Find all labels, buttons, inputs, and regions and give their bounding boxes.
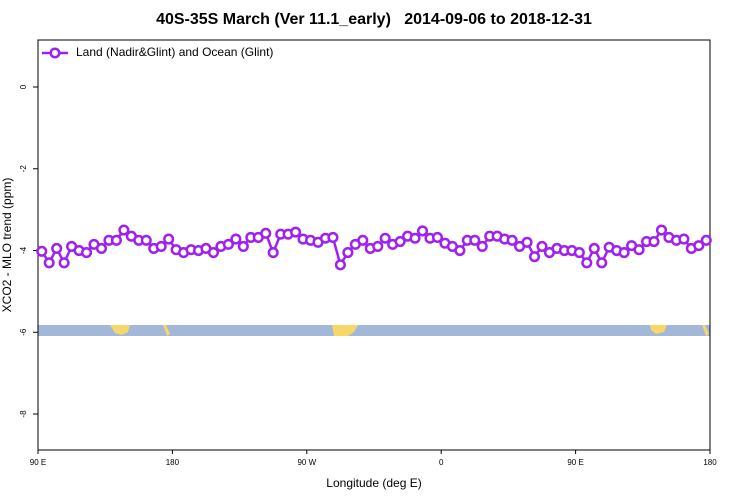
point-marker <box>118 224 130 236</box>
point-marker <box>416 225 429 237</box>
point-marker <box>678 233 690 245</box>
land-patch <box>702 325 709 336</box>
x-tick-label: 90 W <box>297 458 316 467</box>
point-marker <box>655 224 668 236</box>
x-tick-label: 90 E <box>567 458 583 467</box>
y-tick-label: -2 <box>19 165 28 173</box>
point-marker <box>36 245 48 257</box>
point-marker <box>342 247 354 259</box>
point-marker <box>95 242 108 255</box>
x-tick-label: 90 E <box>30 458 46 467</box>
point-marker <box>528 251 541 263</box>
point-marker <box>260 227 272 239</box>
y-axis-label: XCO2 - MLO trend (ppm) <box>0 178 14 313</box>
point-marker <box>140 234 152 246</box>
point-marker <box>618 247 630 259</box>
ocean-band <box>38 325 710 336</box>
point-marker <box>110 234 122 246</box>
point-marker <box>207 247 220 259</box>
point-marker <box>633 244 645 256</box>
x-tick-label: 180 <box>166 458 180 467</box>
point-marker <box>357 234 369 246</box>
point-marker <box>51 242 63 255</box>
point-marker <box>327 231 339 243</box>
point-marker <box>431 231 444 243</box>
point-marker <box>372 240 384 252</box>
legend-marker <box>49 47 61 59</box>
point-marker <box>290 226 302 238</box>
legend-label: Land (Nadir&Glint) and Ocean (Glint) <box>76 45 273 59</box>
point-marker <box>648 235 660 248</box>
point-marker <box>80 247 93 259</box>
x-tick-label: 0 <box>439 458 444 467</box>
point-marker <box>573 247 585 259</box>
point-marker <box>43 257 55 269</box>
point-marker <box>409 232 421 244</box>
x-tick-label: 180 <box>703 458 717 467</box>
plot-frame <box>37 39 711 451</box>
y-tick-label: -4 <box>19 246 28 254</box>
land-patch <box>650 325 667 334</box>
point-marker <box>334 259 346 271</box>
point-marker <box>588 242 600 255</box>
land-patch <box>110 325 130 335</box>
point-marker <box>394 235 406 248</box>
point-marker <box>58 257 70 269</box>
point-marker <box>700 234 712 246</box>
point-marker <box>506 234 518 246</box>
x-axis-label: Longitude (deg E) <box>326 476 421 490</box>
point-marker <box>379 232 391 244</box>
point-marker <box>476 240 488 252</box>
point-marker <box>521 236 533 248</box>
y-tick-label: -6 <box>19 328 28 336</box>
land-patch <box>332 325 358 336</box>
point-marker <box>230 233 242 245</box>
point-marker <box>237 240 249 252</box>
land-strip <box>38 325 710 336</box>
point-marker <box>536 240 548 252</box>
point-marker <box>222 238 234 250</box>
point-marker <box>693 240 705 252</box>
point-marker <box>155 240 167 252</box>
point-marker <box>469 234 481 246</box>
y-tick-label: 0 <box>19 84 28 89</box>
point-marker <box>163 233 175 245</box>
point-marker <box>581 257 593 269</box>
point-marker <box>596 257 608 269</box>
point-marker <box>267 247 279 259</box>
point-marker <box>454 244 466 257</box>
y-tick-label: -8 <box>19 410 28 418</box>
chart-title: 40S-35S March (Ver 11.1_early) 2014-09-0… <box>156 11 592 28</box>
land-patch <box>163 325 170 336</box>
